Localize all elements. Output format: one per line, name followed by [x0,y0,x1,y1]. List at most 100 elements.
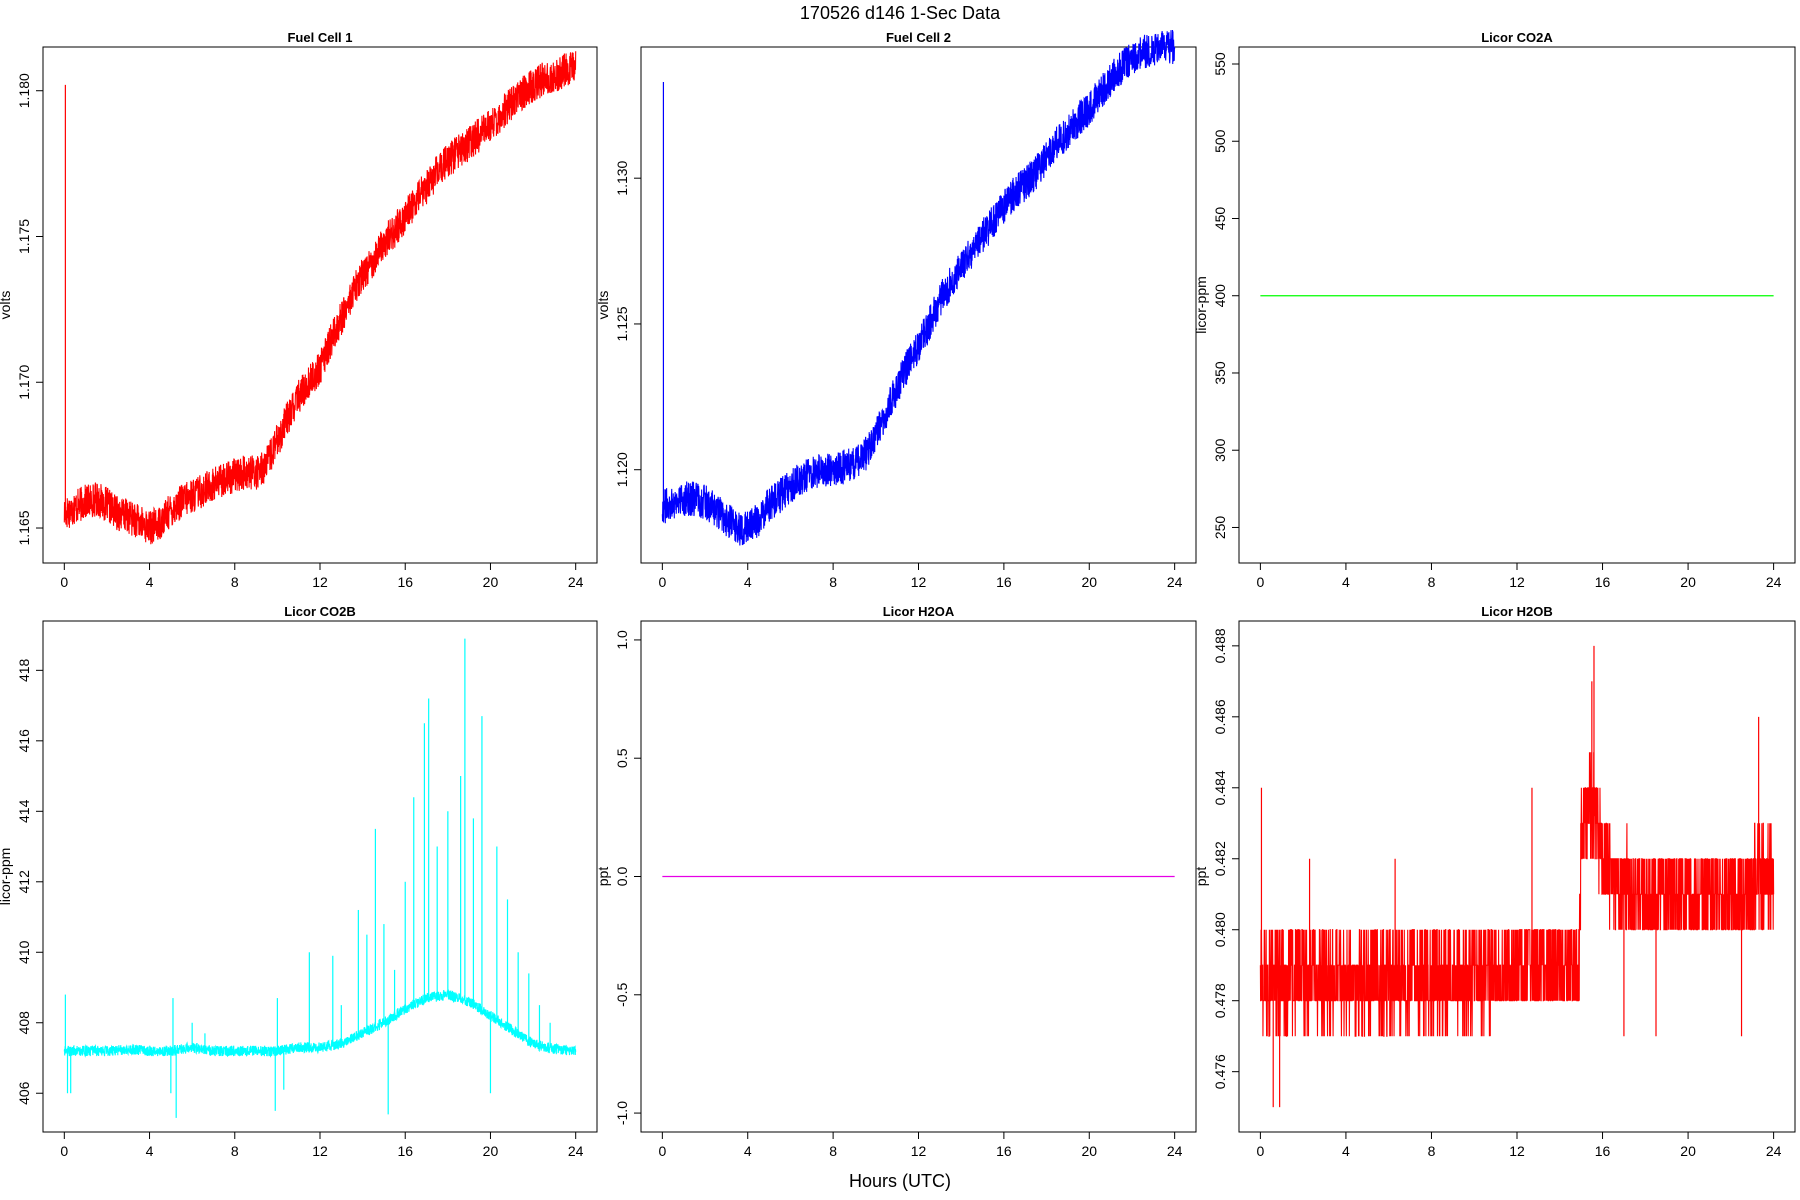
y-axis: 250 300 350 400 450 500 550 [1212,52,1239,539]
panel-title: Licor CO2A [1481,30,1553,45]
y-tick-label: 414 [16,799,32,823]
x-tick-label: 24 [1167,574,1183,590]
y-tick-label: 0.482 [1212,841,1228,876]
y-axis-label: licor-ppm [1193,276,1209,334]
y-tick-label: 0.5 [614,748,630,768]
chart-panel: Fuel Cell 10 4 8 12 16 20 241.1651.1701.1751.1… [0,30,598,590]
panel-title: Fuel Cell 2 [886,30,951,45]
y-tick-label: 0.478 [1212,983,1228,1018]
y-tick-label: 1.175 [16,219,32,254]
x-tick-label: 16 [397,1143,413,1159]
y-axis-label: ppt [595,867,611,887]
chart-panel: Licor H2OB 0 4 8 12 16 20 24 0.476 0.478 0.480 0.48… [1193,604,1796,1159]
y-tick-label: -1.0 [614,1101,630,1125]
y-tick-label: 1.130 [614,160,630,195]
x-tick-label: 16 [1595,574,1611,590]
x-tick-label: 24 [1167,1143,1183,1159]
x-tick-label: 24 [1766,574,1782,590]
x-tick-label: 4 [744,574,752,590]
x-tick-label: 24 [568,574,584,590]
plot-frame [42,46,598,564]
x-tick-label: 0 [1256,574,1264,590]
x-tick-label: 20 [1081,1143,1097,1159]
y-tick-label: 550 [1212,52,1228,76]
x-tick-label: 20 [483,1143,499,1159]
x-tick-label: 24 [568,1143,584,1159]
y-axis-label: licor-ppm [0,848,13,906]
x-tick-label: 16 [1595,1143,1611,1159]
y-tick-label: 418 [16,658,32,682]
y-tick-label: 300 [1212,438,1228,462]
x-axis: 0 4 8 12 16 20 24 [658,563,1183,590]
y-tick-label: 1.170 [16,365,32,400]
y-tick-label: 416 [16,729,32,753]
y-tick-label: 350 [1212,361,1228,385]
series-line [661,30,1176,546]
y-tick-label: 450 [1212,207,1228,231]
x-tick-label: 4 [146,1143,154,1159]
x-tick-label: 20 [1680,1143,1696,1159]
x-tick-label: 12 [312,574,328,590]
y-tick-label: 250 [1212,516,1228,540]
y-tick-label: 400 [1212,284,1228,308]
x-tick-label: 12 [1509,1143,1525,1159]
y-axis-label: volts [595,291,611,320]
x-tick-label: 4 [146,574,154,590]
x-tick-label: 20 [1081,574,1097,590]
y-axis-label: ppt [1193,867,1209,887]
series-line [63,989,577,1058]
x-axis: 0 4 8 12 16 20 24 [1256,563,1782,590]
x-tick-label: 0 [658,1143,666,1159]
data-series [1259,645,1775,1108]
y-tick-label: 406 [16,1081,32,1105]
y-tick-label: 0.480 [1212,912,1228,947]
y-axis-label: volts [0,291,13,320]
x-tick-label: 4 [1342,1143,1350,1159]
y-tick-label: 0.0 [614,867,630,887]
x-tick-label: 12 [911,574,927,590]
x-tick-label: 12 [1509,574,1525,590]
y-tick-label: 0.484 [1212,770,1228,805]
x-tick-label: 4 [1342,574,1350,590]
x-tick-label: 20 [1680,574,1696,590]
data-series [63,51,577,545]
x-tick-label: 12 [911,1143,927,1159]
plot-frame [42,620,598,1133]
panel-title: Licor H2OB [1481,604,1553,619]
chart-panel: Licor H2OA 0 4 8 12 16 20 24 -1.0 -0.5 0.0 0.5 1.0 pp… [595,604,1197,1159]
x-tick-label: 12 [312,1143,328,1159]
x-tick-label: 8 [1428,1143,1436,1159]
x-tick-label: 0 [60,1143,68,1159]
data-series [661,30,1176,546]
x-tick-label: 8 [1428,574,1436,590]
x-tick-label: 8 [829,574,837,590]
y-tick-label: 500 [1212,129,1228,153]
y-tick-label: 0.476 [1212,1054,1228,1089]
x-tick-label: 0 [658,574,666,590]
y-tick-label: 412 [16,870,32,894]
x-tick-label: 24 [1766,1143,1782,1159]
panel-title: Fuel Cell 1 [287,30,352,45]
x-tick-label: 16 [996,1143,1012,1159]
y-axis: 0.476 0.478 0.480 0.482 0.484 0.486 0.488 [1212,628,1239,1089]
y-tick-label: 410 [16,940,32,964]
series-line [63,51,577,545]
panel-title: Licor H2OA [883,604,955,619]
x-axis: 0 4 8 12 16 20 24 [60,1132,584,1159]
x-tick-label: 8 [231,1143,239,1159]
plot-frame [1238,46,1796,564]
y-tick-label: 1.0 [614,630,630,650]
y-axis: 406 408 410 412 414 416 418 [16,658,43,1105]
x-axis: 0 4 8 12 16 20 24 [658,1132,1183,1159]
x-tick-label: 4 [744,1143,752,1159]
x-tick-label: 16 [397,574,413,590]
y-tick-label: 0.486 [1212,699,1228,734]
y-axis: 1.120 1.125 1.130 [614,160,641,487]
x-axis: 0 4 8 12 16 20 24 [1256,1132,1782,1159]
figure-title: 170526 d146 1-Sec Data [800,3,1001,23]
y-tick-label: 1.165 [16,510,32,545]
chart-panels: Fuel Cell 1 0 4 8 12 16 20 24 1.165 1.170 1.175 1.1… [0,30,1796,1159]
x-tick-label: 20 [483,574,499,590]
